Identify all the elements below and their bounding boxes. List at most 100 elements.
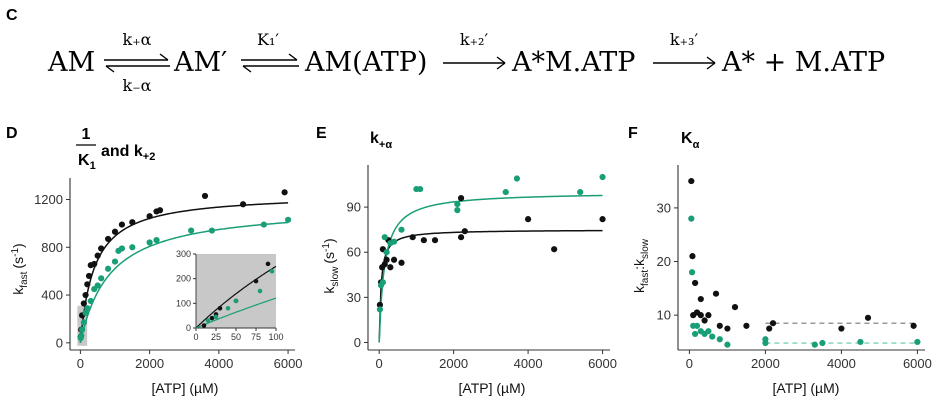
panel-f-point-green (688, 269, 696, 276)
forward-arrow-2 (653, 56, 716, 70)
panel-d-x-tick-label: 4000 (204, 356, 233, 371)
title-e-base: k (370, 130, 379, 147)
panel-f-point-black (697, 295, 704, 303)
inset-point-green (233, 298, 239, 304)
panel-e-title: k+α (370, 130, 392, 151)
panel-f-point-green (688, 215, 695, 222)
panel-e-point-black (461, 228, 468, 235)
panel-f-x-tick-label: 4000 (827, 356, 856, 371)
inset-fit-curve-black (195, 265, 277, 329)
y-axis-label-e: kslow (s-1) (321, 238, 341, 293)
title-d-den-sub: 1 (90, 160, 96, 172)
panel-f-point-black (692, 279, 699, 287)
panel-e-point-black (383, 256, 390, 263)
panel-e-point-green (599, 173, 606, 181)
inset-x-tick-label: 75 (251, 332, 261, 342)
panel-f-point-green (692, 330, 699, 338)
x-axis-label-d: [ATP] (µM) (152, 380, 219, 396)
equilibrium-arrow-1 (104, 53, 170, 73)
panel-d-point-green (94, 282, 101, 289)
panel-d-x-tick-label: 2000 (135, 356, 164, 371)
y-label-f-sub: fast (640, 270, 651, 286)
y-label-e-sup: -1 (321, 243, 332, 252)
panel-e-point-black (409, 234, 416, 241)
panel-e-x-tick-label: 0 (376, 356, 383, 371)
panel-f-point-green (819, 339, 826, 347)
title-d-rest-sub: +2 (143, 151, 156, 163)
panel-e-fit-curve-black (378, 229, 603, 343)
reaction-scheme: AM k₊α k₋α AM′ K₁′ AM(ATP) k₊₂′ A*M.ATP … (47, 30, 885, 95)
title-d-numerator: 1 (82, 126, 91, 143)
panel-d-x-tick-label: 6000 (274, 356, 303, 371)
inset-x-tick-label: 50 (231, 332, 241, 342)
inset-point-black (201, 323, 207, 328)
panel-label-e: E (316, 125, 327, 142)
x-axis-label-f: [ATP] (µM) (773, 380, 840, 396)
inset-x-tick-label: 25 (211, 332, 221, 342)
panel-f-x-tick-label: 6000 (903, 356, 932, 371)
y-label-f-mid: :k (631, 258, 647, 270)
y-label-d-unit: (s (10, 257, 26, 269)
panel-d-point-black (129, 219, 136, 226)
panel-f-title: Kα (681, 130, 700, 151)
inset-fit-curve-green (195, 297, 277, 329)
panel-d-point-black (84, 281, 91, 288)
inset-point-green (269, 268, 275, 274)
panel-d-point-black (281, 189, 288, 196)
inset-point-black (209, 315, 215, 321)
panel-d-point-green (79, 326, 86, 333)
panel-d-point-green (104, 265, 112, 272)
constant-k1-prime: K₁′ (257, 30, 279, 49)
panel-d-point-black (80, 300, 87, 307)
panel-e-point-green (577, 188, 584, 196)
panel-f-point-black (838, 325, 845, 332)
inset-y-tick-label: 0 (186, 323, 191, 333)
panel-f-point-black (716, 322, 723, 329)
rate-k-plus-2-prime: k₊₂′ (460, 30, 489, 49)
y-label-f-sub2: slow (640, 238, 651, 259)
panel-e-point-green (376, 306, 384, 313)
panel-f-point-green (693, 322, 701, 329)
panel-d-point-green (98, 275, 105, 282)
title-d-den-base: K (78, 152, 90, 169)
panel-f-y-tick-label: 10 (657, 308, 671, 323)
panel-e-point-black (551, 246, 558, 253)
panel-e-point-black (387, 264, 394, 271)
panel-d-point-green (80, 319, 87, 326)
panel-label-f: F (628, 125, 638, 142)
panel-label-d: D (6, 125, 18, 142)
panel-d-point-green (118, 245, 126, 252)
panel-d-point-green (111, 258, 119, 265)
panel-d-point-green (82, 309, 89, 317)
panel-e-point-green (417, 185, 424, 193)
inset-point-green (225, 305, 231, 311)
panel-e-point-black (457, 194, 465, 202)
species-astar-m-atp: A*M.ATP (511, 47, 635, 78)
panel-e-x-tick-label: 4000 (514, 356, 543, 371)
panel-e-fit-curve-green (378, 194, 603, 343)
panel-f-point-green (762, 336, 769, 343)
inset-x-tick-label: 100 (268, 332, 283, 342)
panel-f-point-black (688, 177, 695, 185)
inset-y-tick-label: 200 (176, 274, 191, 284)
y-label-e-close: ) (321, 238, 337, 243)
panel-d-inset: 0 25 50 75 100 0 100 200 300 (176, 249, 284, 342)
panel-f-point-green (709, 333, 716, 340)
panel-d-point-green (146, 239, 153, 246)
panel-f-point-black (724, 325, 731, 332)
forward-arrow-1 (443, 56, 506, 70)
inset-x-tick-label: 0 (193, 332, 198, 342)
panel-f-point-green (914, 338, 921, 346)
y-label-e-unit: (s (321, 252, 337, 264)
y-axis-label-f: kfast:kslow (631, 238, 651, 293)
panel-d-point-black (146, 213, 153, 220)
title-e-sub: +α (379, 139, 392, 151)
rate-k-plus-alpha: k₊α (123, 30, 152, 49)
panel-f-point-green (716, 336, 723, 343)
panel-d-point-green (129, 244, 136, 251)
panel-e-point-green (390, 238, 398, 245)
species-am-prime: AM′ (173, 47, 227, 78)
panel-d-point-black (98, 245, 105, 252)
panel-d-point-black (111, 228, 119, 235)
